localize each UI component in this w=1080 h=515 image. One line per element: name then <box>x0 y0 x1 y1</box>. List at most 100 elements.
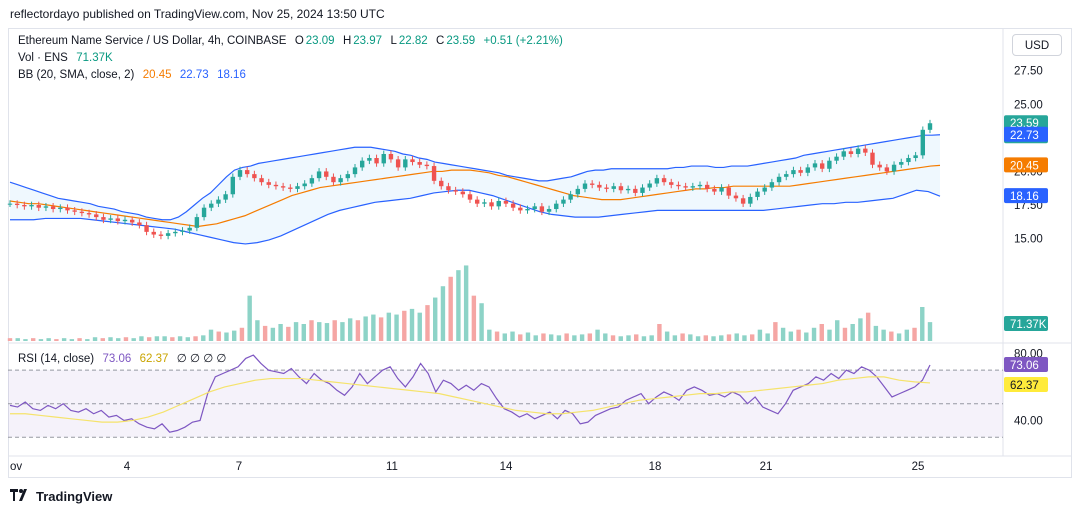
rsi-tick-label: 40.00 <box>1014 415 1043 427</box>
time-tick-label: 4 <box>124 461 131 473</box>
volume-bar <box>749 334 755 341</box>
volume-bar <box>61 338 67 341</box>
bb-label[interactable]: BB (20, SMA, close, 2) <box>18 69 135 81</box>
candle-body <box>661 178 667 183</box>
volume-bar <box>835 320 840 341</box>
volume-bar <box>757 329 763 341</box>
volume-bar <box>618 336 623 341</box>
candle-body <box>338 178 343 183</box>
volume-bar <box>603 333 608 341</box>
rsi-line <box>9 354 931 433</box>
rsi-badge <box>1004 357 1048 373</box>
candle-body <box>36 205 41 208</box>
volume-bar <box>881 329 886 341</box>
volume-bar <box>324 323 330 341</box>
time-tick-label: 25 <box>912 461 925 473</box>
high-label: H <box>342 35 352 47</box>
volume-bar <box>819 324 824 341</box>
candle-body <box>367 158 372 161</box>
candle-body <box>474 199 480 204</box>
volume-bar <box>15 338 20 341</box>
currency-selector[interactable]: USD <box>1012 34 1062 56</box>
publisher-line: reflectordayo published on TradingView.c… <box>10 7 385 21</box>
candle-body <box>295 186 300 189</box>
volume-bar <box>518 334 523 341</box>
candle-body <box>403 159 408 168</box>
bb-upper-value: 22.73 <box>179 69 209 81</box>
volume-bar <box>116 338 121 341</box>
volume-bar <box>742 335 747 341</box>
volume-bar <box>525 332 531 341</box>
candle-body <box>870 152 875 165</box>
candle-body <box>194 217 200 228</box>
volume-bar <box>224 332 229 341</box>
volume-bar <box>139 336 144 341</box>
rsi-ma-badge-label: 62.37 <box>1010 380 1039 392</box>
candle-body <box>712 188 717 192</box>
volume-bar <box>347 318 353 341</box>
candle-body <box>65 207 70 211</box>
candle-body <box>740 198 746 204</box>
candle-body <box>144 225 149 232</box>
candle-body <box>72 210 77 212</box>
candle-body <box>906 158 911 163</box>
volume-bar <box>695 336 701 341</box>
candle-body <box>575 188 581 195</box>
volume-bar <box>363 316 368 341</box>
tradingview-logo-icon <box>10 489 32 504</box>
candle-body <box>7 203 13 205</box>
volume-label[interactable]: Vol · ENS <box>18 52 68 64</box>
candle-body <box>187 227 192 231</box>
candle-body <box>618 186 624 191</box>
candle-body <box>101 217 106 220</box>
volume-bar <box>77 338 82 341</box>
tradingview-label: TradingView <box>36 489 113 504</box>
candle-body <box>819 163 825 169</box>
candle-body <box>812 163 818 168</box>
candle-body <box>920 129 926 156</box>
volume-bar <box>927 322 933 341</box>
volume-bar <box>433 297 438 341</box>
volume-bar <box>85 339 90 341</box>
volume-bar <box>208 329 214 341</box>
close-label: C <box>436 35 445 47</box>
volume-bar <box>664 331 670 341</box>
volume-bar <box>23 339 28 341</box>
candle-body <box>776 176 782 183</box>
price-badge-label: 22.73 <box>1010 130 1039 142</box>
candle-body <box>597 184 602 188</box>
volume-bar <box>811 327 817 341</box>
volume-bar <box>649 335 654 341</box>
volume-bar <box>487 329 492 341</box>
low-value: 22.82 <box>398 35 428 47</box>
volume-bar <box>896 333 902 341</box>
volume-bar <box>162 336 167 341</box>
volume-bar <box>232 330 237 341</box>
candle-body <box>453 190 458 192</box>
volume-bar <box>255 320 260 341</box>
volume-bar <box>278 324 283 341</box>
volume-bar <box>657 324 662 341</box>
candle-body <box>805 167 811 173</box>
candle-body <box>173 231 178 234</box>
rsi-label[interactable]: RSI (14, close) <box>18 353 95 365</box>
price-badge <box>1004 188 1048 204</box>
volume-bar <box>108 337 113 341</box>
time-tick-label: 18 <box>649 461 662 473</box>
volume-bar <box>448 276 453 341</box>
candle-body <box>913 155 918 159</box>
tradingview-branding[interactable]: TradingView <box>10 489 112 504</box>
candle-body <box>108 218 113 220</box>
symbol-label[interactable]: Ethereum Name Service / US Dollar, 4h, C… <box>18 35 287 47</box>
candle-body <box>237 170 243 177</box>
volume-bar <box>332 320 337 341</box>
volume-bar <box>634 334 639 341</box>
price-badge <box>1004 157 1048 173</box>
candle-body <box>561 199 566 204</box>
candle-body <box>877 164 882 168</box>
volume-bar <box>587 333 593 341</box>
volume-bar <box>494 331 500 341</box>
volume-bar <box>417 312 422 341</box>
high-value: 23.97 <box>353 35 383 47</box>
